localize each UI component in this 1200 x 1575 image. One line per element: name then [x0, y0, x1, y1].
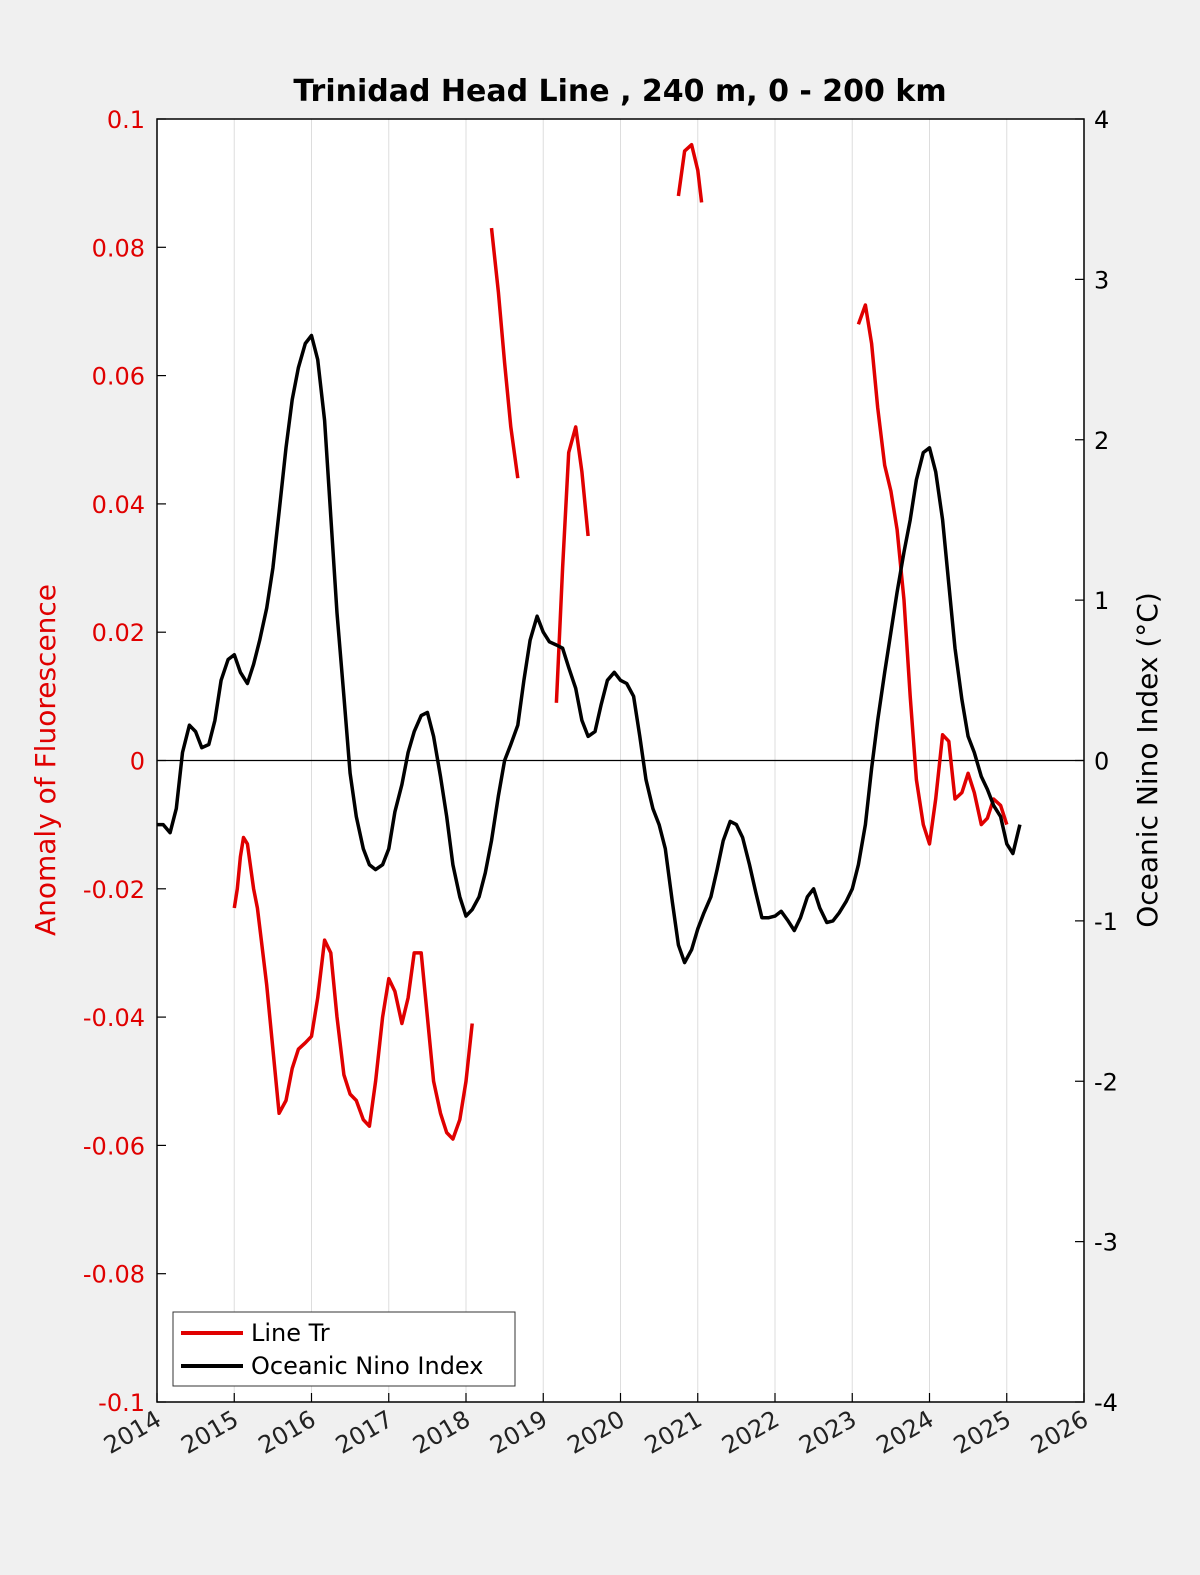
right-y-tick-label: -1 — [1094, 908, 1118, 936]
x-tick-label-2024: 2024 — [872, 1405, 939, 1460]
left-y-tick-label: -0.04 — [83, 1004, 145, 1032]
legend-box — [172, 1311, 516, 1387]
left-y-axis: 0.1 0.08 0.06 0.04 0.02 0 -0.02 -0.04 -0.06 -0.08… — [83, 106, 166, 1417]
series-0-segment-0 — [232, 835, 474, 1141]
left-y-tick-label: -0.02 — [83, 876, 145, 904]
x-tick-label-2023: 2023 — [794, 1405, 861, 1460]
left-y-tick-label: 0.08 — [92, 234, 145, 262]
x-tick-label-2016: 2016 — [254, 1405, 321, 1460]
series-0-segment-2 — [554, 425, 590, 703]
left-y-tick-label: 0.02 — [92, 619, 145, 647]
x-tick-label-2022: 2022 — [717, 1405, 784, 1460]
x-tick-label-2017: 2017 — [331, 1405, 398, 1460]
x-axis: 2014 2015 2016 2017 2018 2019 2020 2021 2022 2023… — [99, 1393, 1093, 1460]
series-0-segment-3 — [676, 142, 704, 203]
left-y-tick-label: 0 — [130, 748, 145, 776]
series-group — [157, 142, 1022, 1141]
x-tick-label-2020: 2020 — [563, 1405, 630, 1460]
legend: Line Tr Oceanic Nino Index — [172, 1311, 516, 1387]
right-y-tick-label: 3 — [1094, 266, 1109, 294]
right-y-tick-label: 4 — [1094, 106, 1109, 134]
legend-label-line-tr: Line Tr — [251, 1319, 330, 1347]
right-y-tick-label: -3 — [1094, 1229, 1118, 1257]
right-y-tick-label: 1 — [1094, 587, 1109, 615]
x-tick-label-2015: 2015 — [176, 1405, 243, 1460]
right-y-tick-label: 0 — [1094, 748, 1109, 776]
x-tick-label-2018: 2018 — [408, 1405, 475, 1460]
right-y-tick-label: -4 — [1094, 1389, 1118, 1417]
legend-label-oni: Oceanic Nino Index — [251, 1352, 483, 1380]
right-y-axis: 4 3 2 1 0 -1 -2 -3 -4 — [1075, 106, 1118, 1417]
x-tick-label-2019: 2019 — [485, 1405, 552, 1460]
right-y-tick-label: -2 — [1094, 1068, 1118, 1096]
left-y-tick-label: -0.1 — [98, 1389, 145, 1417]
right-y-tick-label: 2 — [1094, 427, 1109, 455]
series-1-segment-0 — [157, 333, 1022, 965]
x-tick-label-2021: 2021 — [640, 1405, 707, 1460]
left-y-tick-label: 0.1 — [107, 106, 145, 134]
series-0-segment-1 — [489, 227, 520, 479]
left-y-axis-label: Anomaly of Fluorescence — [29, 584, 62, 936]
x-tick-label-2025: 2025 — [949, 1405, 1016, 1460]
left-y-tick-label: 0.06 — [92, 363, 145, 391]
x-tick-label-2026: 2026 — [1026, 1405, 1093, 1460]
left-y-tick-label: 0.04 — [92, 491, 145, 519]
left-y-tick-label: -0.08 — [83, 1261, 145, 1289]
series-0-segment-4 — [856, 303, 1009, 846]
chart-title: Trinidad Head Line , 240 m, 0 - 200 km — [293, 74, 946, 109]
left-y-tick-label: -0.06 — [83, 1132, 145, 1160]
right-y-axis-label: Oceanic Nino Index (°C) — [1131, 592, 1164, 928]
